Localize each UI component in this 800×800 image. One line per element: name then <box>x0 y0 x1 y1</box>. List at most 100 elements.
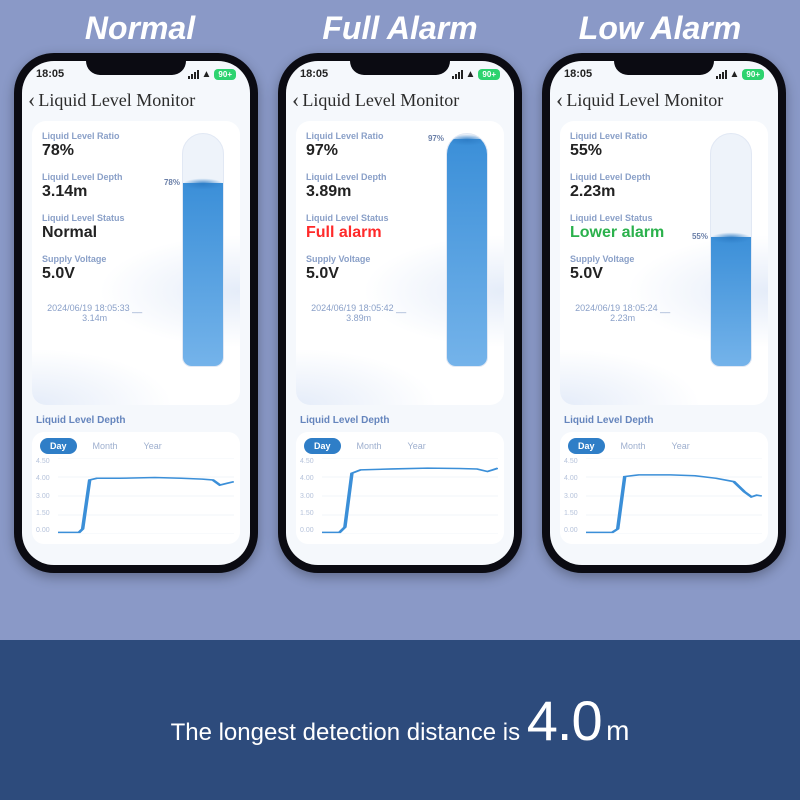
nav-bar: ‹ Liquid Level Monitor <box>550 85 778 119</box>
status-time: 18:05 <box>564 68 592 80</box>
footer-value: 4.0 <box>527 689 602 752</box>
timestamp: 2024/06/19 18:05:42 __ 3.89m <box>306 295 411 323</box>
readings: Liquid Level Ratio 78% Liquid Level Dept… <box>42 131 147 323</box>
tank-fill <box>711 237 751 366</box>
chart-tab-year[interactable]: Year <box>662 438 700 454</box>
chart-plot <box>58 458 234 534</box>
chart-tab-day[interactable]: Day <box>40 438 77 454</box>
notch <box>614 53 714 75</box>
timestamp: 2024/06/19 18:05:24 __ 2.23m <box>570 295 675 323</box>
readings: Liquid Level Ratio 55% Liquid Level Dept… <box>570 131 675 323</box>
chart-tabs: Day Month Year <box>36 438 236 458</box>
reading-depth: Liquid Level Depth 3.89m <box>306 172 411 201</box>
status-right: ▲ 90+ <box>452 69 500 80</box>
status-right: ▲ 90+ <box>716 69 764 80</box>
battery-icon: 90+ <box>742 69 764 80</box>
reading-ratio: Liquid Level Ratio 55% <box>570 131 675 160</box>
chart-section: Liquid Level Depth Day Month Year 4.504.00… <box>32 411 240 544</box>
nav-bar: ‹ Liquid Level Monitor <box>22 85 250 119</box>
notch <box>86 53 186 75</box>
reading-voltage: Supply Voltage 5.0V <box>306 254 411 283</box>
chart-tabs: Day Month Year <box>300 438 500 458</box>
tank-fill-label: 97% <box>428 134 444 143</box>
back-icon[interactable]: ‹ <box>292 87 299 113</box>
page-title: Liquid Level Monitor <box>566 90 723 111</box>
main-card: Liquid Level Ratio 97% Liquid Level Dept… <box>296 121 504 405</box>
reading-voltage: Supply Voltage 5.0V <box>42 254 147 283</box>
screen: 18:05 ▲ 90+ ‹ Liquid Level Monitor Liqui… <box>550 61 778 565</box>
chart-title: Liquid Level Depth <box>560 411 768 432</box>
tank-fill-label: 55% <box>692 232 708 241</box>
reading-depth: Liquid Level Depth 3.14m <box>42 172 147 201</box>
reading-ratio: Liquid Level Ratio 97% <box>306 131 411 160</box>
tank-fill <box>183 183 223 366</box>
screen: 18:05 ▲ 90+ ‹ Liquid Level Monitor Liqui… <box>22 61 250 565</box>
footer-unit: m <box>606 715 629 746</box>
chart-ylabels: 4.504.003.001.500.00 <box>36 458 50 534</box>
chart-box: Day Month Year 4.504.003.001.500.00 <box>32 432 240 544</box>
signal-icon <box>188 70 199 79</box>
phone-2: 18:05 ▲ 90+ ‹ Liquid Level Monitor Liqui… <box>542 53 786 573</box>
battery-icon: 90+ <box>214 69 236 80</box>
wifi-icon: ▲ <box>730 69 740 80</box>
wifi-icon: ▲ <box>202 69 212 80</box>
chart-title: Liquid Level Depth <box>32 411 240 432</box>
chart-tab-month[interactable]: Month <box>83 438 128 454</box>
page-title: Liquid Level Monitor <box>302 90 459 111</box>
chart-ylabels: 4.504.003.001.500.00 <box>564 458 578 534</box>
phones-row: 18:05 ▲ 90+ ‹ Liquid Level Monitor Liqui… <box>0 53 800 573</box>
signal-icon <box>452 70 463 79</box>
battery-icon: 90+ <box>478 69 500 80</box>
tank-gauge <box>182 133 224 367</box>
wifi-icon: ▲ <box>466 69 476 80</box>
reading-status: Liquid Level Status Lower alarm <box>570 213 675 242</box>
chart-tab-day[interactable]: Day <box>568 438 605 454</box>
chart-tab-day[interactable]: Day <box>304 438 341 454</box>
timestamp: 2024/06/19 18:05:33 __ 3.14m <box>42 295 147 323</box>
reading-ratio: Liquid Level Ratio 78% <box>42 131 147 160</box>
footer-band: The longest detection distance is 4.0 m <box>0 640 800 800</box>
chart-section: Liquid Level Depth Day Month Year 4.504.00… <box>296 411 504 544</box>
main-card: Liquid Level Ratio 78% Liquid Level Dept… <box>32 121 240 405</box>
chart-tab-year[interactable]: Year <box>398 438 436 454</box>
reading-status: Liquid Level Status Normal <box>42 213 147 242</box>
nav-bar: ‹ Liquid Level Monitor <box>286 85 514 119</box>
tank-gauge <box>710 133 752 367</box>
back-icon[interactable]: ‹ <box>556 87 563 113</box>
chart-line <box>322 468 498 532</box>
tank-gauge <box>446 133 488 367</box>
header-low-alarm: Low Alarm <box>531 10 788 47</box>
chart-ylabels: 4.504.003.001.500.00 <box>300 458 314 534</box>
chart-section: Liquid Level Depth Day Month Year 4.504.00… <box>560 411 768 544</box>
chart-title: Liquid Level Depth <box>296 411 504 432</box>
chart-box: Day Month Year 4.504.003.001.500.00 <box>296 432 504 544</box>
chart-box: Day Month Year 4.504.003.001.500.00 <box>560 432 768 544</box>
screen: 18:05 ▲ 90+ ‹ Liquid Level Monitor Liqui… <box>286 61 514 565</box>
chart-tab-year[interactable]: Year <box>134 438 172 454</box>
main-card: Liquid Level Ratio 55% Liquid Level Dept… <box>560 121 768 405</box>
header-normal: Normal <box>11 10 268 47</box>
chart-tabs: Day Month Year <box>564 438 764 458</box>
status-time: 18:05 <box>300 68 328 80</box>
reading-voltage: Supply Voltage 5.0V <box>570 254 675 283</box>
notch <box>350 53 450 75</box>
reading-depth: Liquid Level Depth 2.23m <box>570 172 675 201</box>
phone-1: 18:05 ▲ 90+ ‹ Liquid Level Monitor Liqui… <box>278 53 522 573</box>
chart-plot <box>586 458 762 534</box>
status-right: ▲ 90+ <box>188 69 236 80</box>
chart-tab-month[interactable]: Month <box>347 438 392 454</box>
chart-plot <box>322 458 498 534</box>
chart-tab-month[interactable]: Month <box>611 438 656 454</box>
header-full-alarm: Full Alarm <box>271 10 528 47</box>
state-headers: Normal Full Alarm Low Alarm <box>0 0 800 53</box>
phone-0: 18:05 ▲ 90+ ‹ Liquid Level Monitor Liqui… <box>14 53 258 573</box>
tank-fill <box>447 139 487 366</box>
signal-icon <box>716 70 727 79</box>
chart-line <box>586 475 762 532</box>
status-time: 18:05 <box>36 68 64 80</box>
chart-line <box>58 477 234 532</box>
readings: Liquid Level Ratio 97% Liquid Level Dept… <box>306 131 411 323</box>
reading-status: Liquid Level Status Full alarm <box>306 213 411 242</box>
page-title: Liquid Level Monitor <box>38 90 195 111</box>
back-icon[interactable]: ‹ <box>28 87 35 113</box>
